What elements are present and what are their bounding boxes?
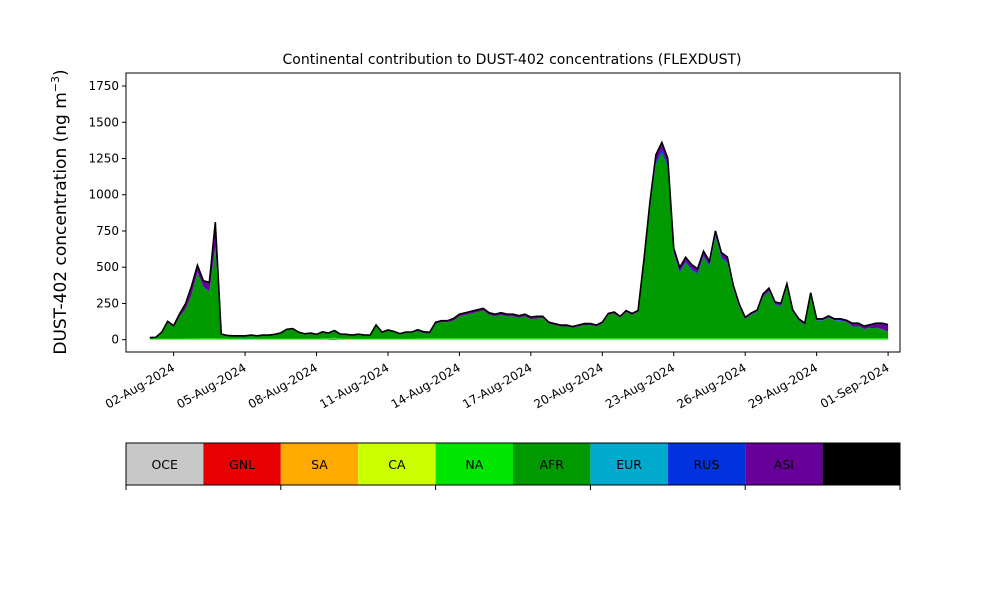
x-tick-label: 05-Aug-2024 — [174, 360, 248, 411]
legend-label-ca: CA — [388, 457, 406, 472]
legend-swatch-na — [435, 443, 513, 485]
x-tick-label: 11-Aug-2024 — [317, 360, 391, 411]
plot-area — [125, 72, 901, 353]
legend-label-gnl: GNL — [229, 457, 255, 472]
y-tick-label: 1250 — [88, 152, 119, 166]
plot-frame — [125, 72, 901, 353]
legend-swatch-asi — [745, 443, 823, 485]
series-area-na — [149, 337, 889, 340]
series-area-ca — [149, 338, 889, 340]
y-tick-label: 1000 — [88, 188, 119, 202]
y-axis-label-sup: −3 — [49, 76, 62, 92]
x-tick-label: 01-Sep-2024 — [818, 360, 892, 411]
x-tick-label: 17-Aug-2024 — [460, 360, 534, 411]
legend-label-rus: RUS — [694, 457, 720, 472]
x-axis: 02-Aug-202405-Aug-202408-Aug-202411-Aug-… — [103, 352, 892, 411]
legend-frame — [125, 442, 901, 486]
legend-swatch-eur — [590, 443, 668, 485]
legend-swatch-sa — [280, 443, 359, 485]
legend-label-sa: SA — [311, 457, 328, 472]
legend-colorbar: OCE GNL SA CA NA AFR EUR RUS ASI AUS — [125, 442, 901, 490]
x-tick-label: 14-Aug-2024 — [389, 360, 463, 411]
legend-swatch-rus — [667, 443, 746, 485]
y-tick-label: 500 — [96, 260, 119, 274]
legend-label-eur: EUR — [616, 457, 642, 472]
y-axis-label: DUST-402 concentration (ng m−3) — [49, 69, 71, 354]
y-tick-label: 750 — [96, 224, 119, 238]
x-tick-label: 02-Aug-2024 — [103, 360, 177, 411]
y-tick-label: 1750 — [88, 79, 119, 93]
legend-swatch-ca — [358, 443, 436, 485]
legend-swatch-aus — [822, 443, 900, 485]
chart-title: Continental contribution to DUST-402 con… — [283, 52, 742, 68]
legend-swatch-oce — [126, 443, 204, 485]
x-tick-label: 23-Aug-2024 — [603, 360, 677, 411]
y-tick-label: 250 — [96, 296, 119, 310]
x-tick-label: 29-Aug-2024 — [746, 360, 820, 411]
total-line — [149, 140, 889, 339]
legend-label-oce: OCE — [151, 457, 178, 472]
legend-label-afr: AFR — [539, 457, 564, 472]
x-tick-label: 08-Aug-2024 — [246, 360, 320, 411]
y-axis-label-close: ) — [51, 69, 71, 76]
legend-swatch-afr — [513, 443, 591, 485]
legend-label-na: NA — [465, 457, 483, 472]
y-tick-label: 0 — [111, 333, 119, 347]
legend-swatch-gnl — [203, 443, 281, 485]
legend-label-asi: ASI — [774, 457, 794, 472]
y-axis: 0 250 500 750 1000 1250 1500 1750 — [88, 79, 126, 347]
series-area-gnl — [149, 338, 889, 340]
x-tick-label: 26-Aug-2024 — [674, 360, 748, 411]
y-tick-label: 1500 — [88, 115, 119, 129]
y-axis-label-main: DUST-402 concentration (ng m — [51, 92, 71, 354]
x-tick-label: 20-Aug-2024 — [532, 360, 606, 411]
series-area-afr — [149, 152, 889, 339]
legend-label-aus: AUS — [848, 457, 874, 472]
